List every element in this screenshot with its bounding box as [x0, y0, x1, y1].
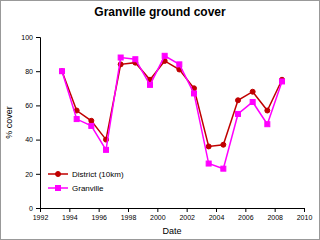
y-tick-label: 0: [29, 205, 33, 212]
series-line: [62, 61, 282, 147]
y-tick-mark: [36, 105, 40, 106]
x-tick-label: 1992: [33, 214, 49, 221]
legend-label: Granville: [72, 184, 104, 193]
y-axis-line: [36, 38, 41, 209]
chart: 1992199419961998200020022004200620082010…: [0, 0, 320, 240]
x-tick: 2010: [297, 208, 313, 221]
x-tick-mark: [99, 208, 100, 212]
y-tick: 0: [29, 205, 40, 212]
legend: District (10km) Granville: [48, 170, 124, 193]
y-tick-mark: [36, 140, 40, 141]
x-tick-mark: [128, 208, 129, 212]
y-tick-label: 60: [25, 102, 33, 109]
y-tick: 20: [25, 171, 40, 178]
title: Granville ground cover: [94, 5, 226, 19]
series-marker: [221, 166, 226, 171]
y-tick-mark: [36, 208, 40, 209]
series-line: [62, 56, 282, 169]
x-axis-title: Date: [162, 226, 181, 236]
series-marker: [265, 108, 270, 113]
x-tick: 2006: [238, 208, 254, 221]
series-marker: [206, 161, 211, 166]
series-marker: [236, 98, 241, 103]
x-tick-label: 2002: [179, 214, 195, 221]
y-tick: 40: [25, 136, 40, 143]
series-marker: [74, 117, 79, 122]
x-axis: 1992 1994 1996 1998 2000 2002 2004 2006 2008 2010: [33, 208, 313, 221]
x-tick-mark: [187, 208, 188, 212]
x-tick: 2002: [179, 208, 195, 221]
legend-entry: Granville: [48, 184, 104, 193]
series-marker: [60, 69, 65, 74]
x-tick-mark: [304, 208, 305, 212]
x-tick-label: 2004: [209, 214, 225, 221]
x-tick: 1992: [33, 208, 49, 221]
series-marker: [133, 57, 138, 62]
y-tick-label: 20: [25, 171, 33, 178]
series-marker: [89, 118, 94, 123]
series-marker: [280, 79, 285, 84]
x-tick: 2008: [267, 208, 283, 221]
series-marker: [104, 147, 109, 152]
y-tick: 60: [25, 102, 40, 109]
y-tick-mark: [36, 37, 40, 38]
x-tick-mark: [245, 208, 246, 212]
x-tick: 1998: [121, 208, 137, 221]
plot: 1992199419961998200020022004200620082010…: [21, 34, 312, 221]
series-marker: [118, 55, 123, 60]
legend-marker: [56, 172, 61, 177]
y-axis-title: % cover: [4, 106, 14, 139]
y-tick: 100: [21, 34, 40, 41]
y-tick-label: 100: [21, 34, 33, 41]
marks: [60, 53, 285, 171]
x-tick-label: 2010: [297, 214, 313, 221]
x-tick-label: 2000: [150, 214, 166, 221]
legend-label: District (10km): [72, 170, 124, 179]
x-tick: 2000: [150, 208, 166, 221]
legend-entry: District (10km): [48, 170, 124, 179]
x-tick-label: 2006: [238, 214, 254, 221]
series-marker: [221, 142, 226, 147]
y-tick-label: 40: [25, 136, 33, 143]
x-tick: 2004: [209, 208, 225, 221]
y-tick: 80: [25, 68, 40, 75]
series-marker: [177, 62, 182, 67]
x-axis-line: [41, 209, 305, 213]
series-marker: [148, 82, 153, 87]
x-tick-mark: [275, 208, 276, 212]
x-tick-label: 1994: [62, 214, 78, 221]
x-tick-mark: [69, 208, 70, 212]
x-tick: 1994: [62, 208, 78, 221]
legend-marker: [56, 186, 61, 191]
series-marker: [206, 144, 211, 149]
series-marker: [162, 53, 167, 58]
series-marker: [89, 123, 94, 128]
x-tick: 1996: [91, 208, 107, 221]
series-marker: [236, 111, 241, 116]
series-marker: [60, 69, 65, 74]
series-marker: [250, 99, 255, 104]
x-tick-label: 1998: [121, 214, 137, 221]
series-marker: [192, 91, 197, 96]
y-axis: 0 20 40 60 80 100: [21, 34, 40, 212]
x-tick-label: 2008: [267, 214, 283, 221]
series-marker: [250, 89, 255, 94]
chart-border: [1, 1, 320, 240]
x-tick-label: 1996: [91, 214, 107, 221]
x-tick-mark: [157, 208, 158, 212]
y-tick-mark: [36, 71, 40, 72]
y-tick-mark: [36, 174, 40, 175]
series-marker: [265, 122, 270, 127]
y-tick-label: 80: [25, 68, 33, 75]
x-tick-mark: [216, 208, 217, 212]
